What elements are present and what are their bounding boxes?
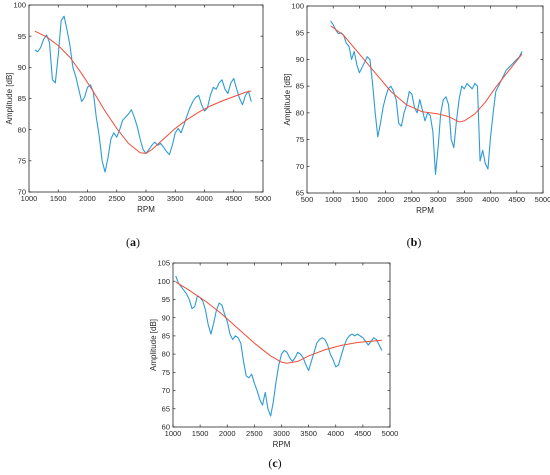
y-tick-label: 105	[157, 259, 170, 268]
y-tick-label: 70	[18, 188, 26, 197]
x-tick-label: 3500	[300, 429, 317, 438]
panel-label-letter: c	[272, 456, 278, 470]
x-tick-label: 1500	[50, 194, 67, 203]
x-tick-label: 1000	[165, 429, 182, 438]
y-tick-label: 95	[296, 28, 304, 37]
panel-label-open: (	[268, 456, 272, 470]
panel-label: (a)	[126, 235, 140, 249]
x-tick-label: 4500	[355, 429, 372, 438]
x-tick-label: 3000	[138, 194, 155, 203]
x-tick-label: 4000	[327, 429, 344, 438]
y-tick-label: 95	[18, 32, 26, 41]
chart-panel-b: 500 1000 1500 2000 2500 3000 3500 4000 4500 5000 6…	[283, 2, 550, 249]
y-tick-label: 100	[291, 2, 304, 11]
y-tick-label: 90	[162, 313, 170, 322]
y-tick-label: 80	[18, 125, 26, 134]
y-tick-label: 85	[18, 94, 26, 103]
panel-label-open: (	[407, 235, 411, 249]
x-tick-label: 3500	[456, 195, 473, 204]
y-tick-label: 80	[162, 350, 170, 359]
y-tick-label: 90	[18, 63, 26, 72]
y-tick-label: 65	[296, 189, 304, 198]
x-tick-label: 5000	[535, 195, 550, 204]
x-tick-label: 2500	[108, 194, 125, 203]
y-axis-label: Amplitude [dB]	[283, 73, 292, 125]
y-tick-label: 75	[18, 156, 26, 165]
panel-label-letter: b	[411, 235, 418, 249]
x-axis-label: RPM	[137, 205, 155, 214]
panel-label-close: )	[136, 235, 140, 249]
x-tick-label: 2000	[377, 195, 394, 204]
series-line-measured	[175, 275, 383, 417]
y-tick-label: 70	[296, 162, 304, 171]
x-tick-label: 3000	[273, 429, 290, 438]
y-tick-label: 100	[157, 277, 170, 286]
x-axis-label: RPM	[273, 440, 291, 449]
panel-label: (b)	[407, 235, 422, 249]
x-tick-label: 4000	[196, 194, 213, 203]
x-tick-label: 1000	[325, 195, 342, 204]
x-tick-label: 4000	[482, 195, 499, 204]
y-axis-label: Amplitude [dB]	[5, 72, 14, 124]
y-tick-label: 95	[162, 295, 170, 304]
x-tick-label: 3000	[430, 195, 447, 204]
x-tick-label: 500	[301, 195, 314, 204]
y-tick-label: 85	[296, 82, 304, 91]
x-tick-label: 4500	[225, 194, 242, 203]
y-tick-label: 100	[13, 1, 26, 10]
panel-label-open: (	[126, 235, 130, 249]
panel-label-close: )	[417, 235, 421, 249]
series-line-fit	[34, 30, 252, 154]
y-tick-label: 80	[296, 108, 304, 117]
y-tick-label: 75	[162, 368, 170, 377]
y-tick-label: 75	[296, 135, 304, 144]
panel-label-letter: a	[130, 235, 136, 249]
x-tick-label: 2000	[79, 194, 96, 203]
series-line-measured	[34, 15, 252, 173]
plot-frame	[172, 262, 391, 428]
x-tick-label: 2500	[404, 195, 421, 204]
panel-label-close: )	[278, 456, 282, 470]
chart-panel-c: 1000 1500 2000 2500 3000 3500 4000 4500 5000 60 65…	[149, 259, 398, 470]
y-tick-label: 90	[296, 55, 304, 64]
x-tick-label: 2000	[219, 429, 236, 438]
y-tick-label: 70	[162, 386, 170, 395]
x-tick-label: 4500	[508, 195, 525, 204]
panel-label: (c)	[268, 456, 281, 470]
x-tick-label: 5000	[382, 429, 399, 438]
plot-frame	[306, 5, 544, 194]
x-tick-label: 5000	[255, 194, 272, 203]
x-tick-label: 3500	[167, 194, 184, 203]
x-tick-label: 1500	[192, 429, 209, 438]
x-tick-label: 1500	[351, 195, 368, 204]
series-line-measured	[330, 20, 523, 175]
y-axis-label: Amplitude [dB]	[149, 319, 158, 371]
y-tick-label: 65	[162, 404, 170, 413]
x-tick-label: 2500	[246, 429, 263, 438]
x-tick-label: 1000	[21, 194, 38, 203]
series-line-fit	[175, 281, 382, 364]
x-axis-label: RPM	[416, 206, 434, 215]
y-tick-label: 85	[162, 331, 170, 340]
y-tick-label: 60	[162, 423, 170, 432]
series-line-fit	[330, 25, 523, 123]
chart-panel-a: 1000 1500 2000 2500 3000 3500 4000 4500 5000 70 75…	[5, 1, 271, 249]
